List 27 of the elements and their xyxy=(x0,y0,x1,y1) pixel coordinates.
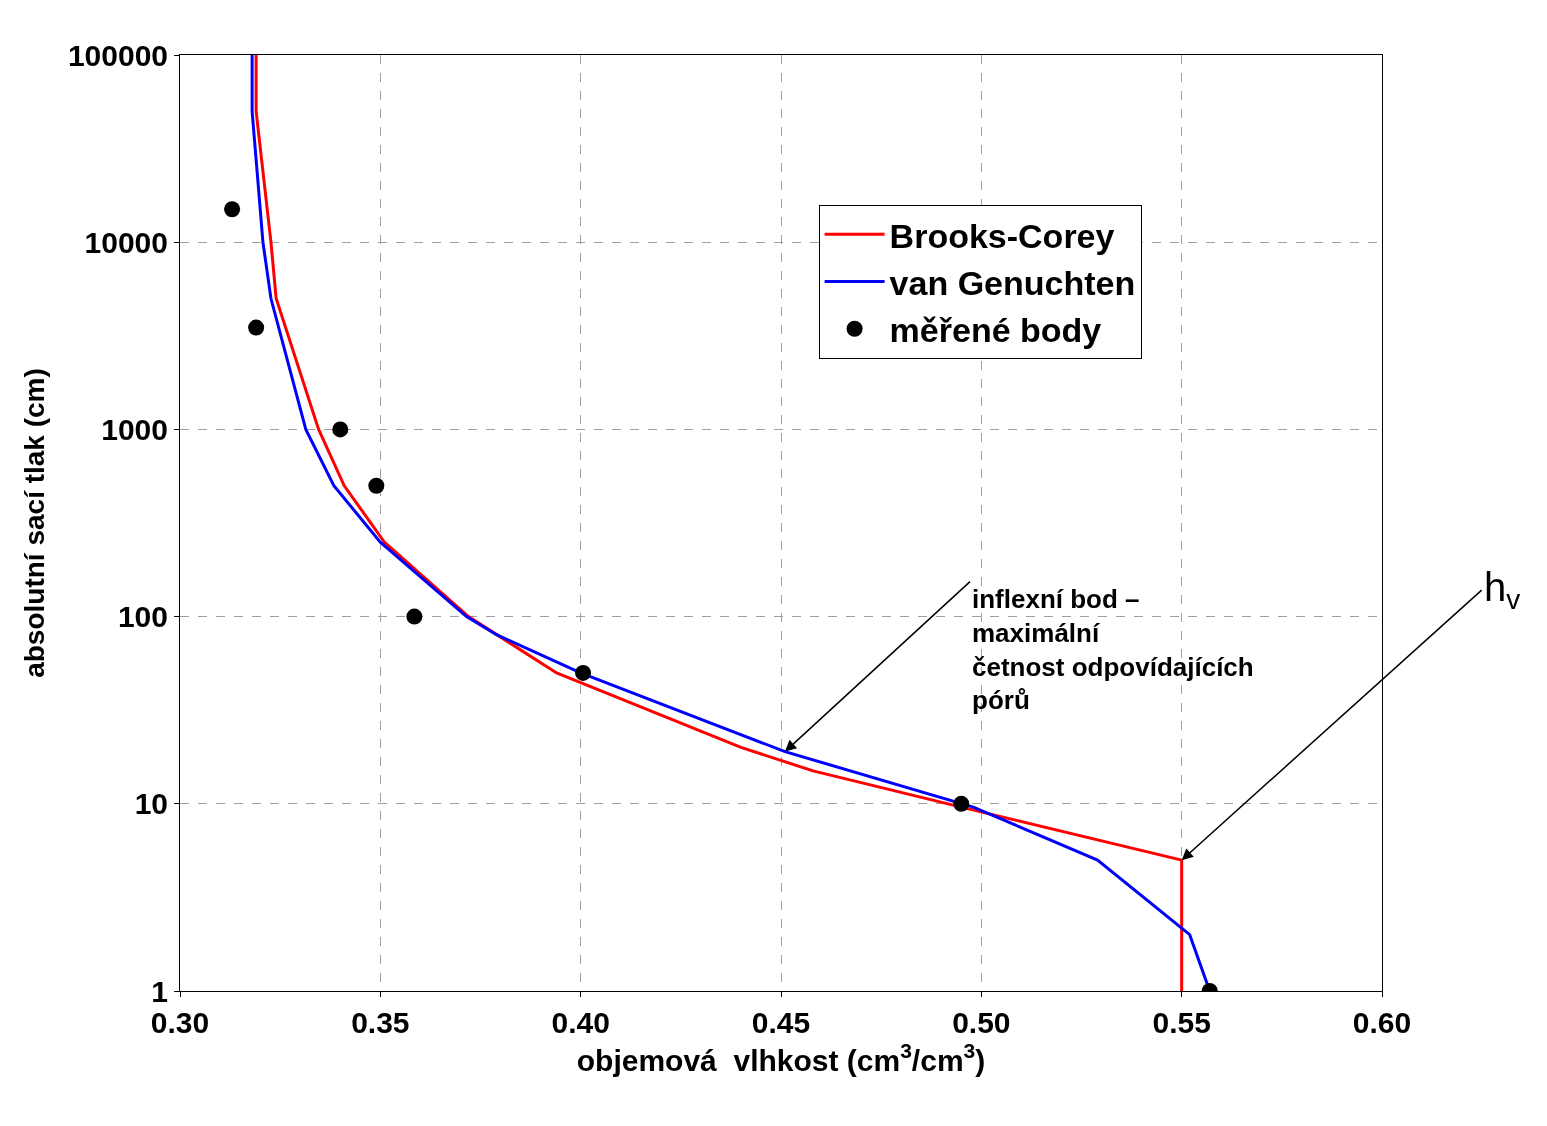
point xyxy=(248,319,265,336)
y-tick-label: 100 xyxy=(117,600,168,634)
x-tick-label: 0.55 xyxy=(1152,1006,1211,1039)
legend-label: měřené body xyxy=(889,311,1102,350)
x-tick-label: 0.35 xyxy=(351,1006,410,1039)
y-axis-title: absolutní sací tlak (cm) xyxy=(18,368,50,678)
annotation: inflexní bod – maximální četnost odpovídajících pórů xyxy=(972,584,1254,716)
x-tick-label: 0.50 xyxy=(952,1006,1011,1039)
x-axis-title: objemová vlhkost (cm$^{3}$/cm$^{3}$) xyxy=(576,1039,986,1077)
point xyxy=(332,421,349,438)
annotation: h$_{v}$ xyxy=(1484,565,1521,616)
y-tick-label: 1 xyxy=(151,974,168,1008)
y-tick-label: 1000 xyxy=(101,412,168,446)
legend-label: Brooks-Corey xyxy=(889,216,1115,255)
point xyxy=(406,608,423,625)
x-tick-label: 0.60 xyxy=(1352,1006,1412,1039)
y-tick-label: 10000 xyxy=(84,225,168,259)
x-tick-label: 0.40 xyxy=(551,1006,610,1039)
legend-label: van Genuchten xyxy=(889,263,1136,302)
point xyxy=(368,477,385,494)
y-tick-label: 100000 xyxy=(67,38,168,72)
point xyxy=(953,795,970,812)
x-tick-label: 0.45 xyxy=(751,1006,811,1039)
point xyxy=(224,201,241,218)
x-tick-label: 0.30 xyxy=(150,1006,210,1039)
y-tick-label: 10 xyxy=(134,787,168,821)
point xyxy=(575,664,592,681)
